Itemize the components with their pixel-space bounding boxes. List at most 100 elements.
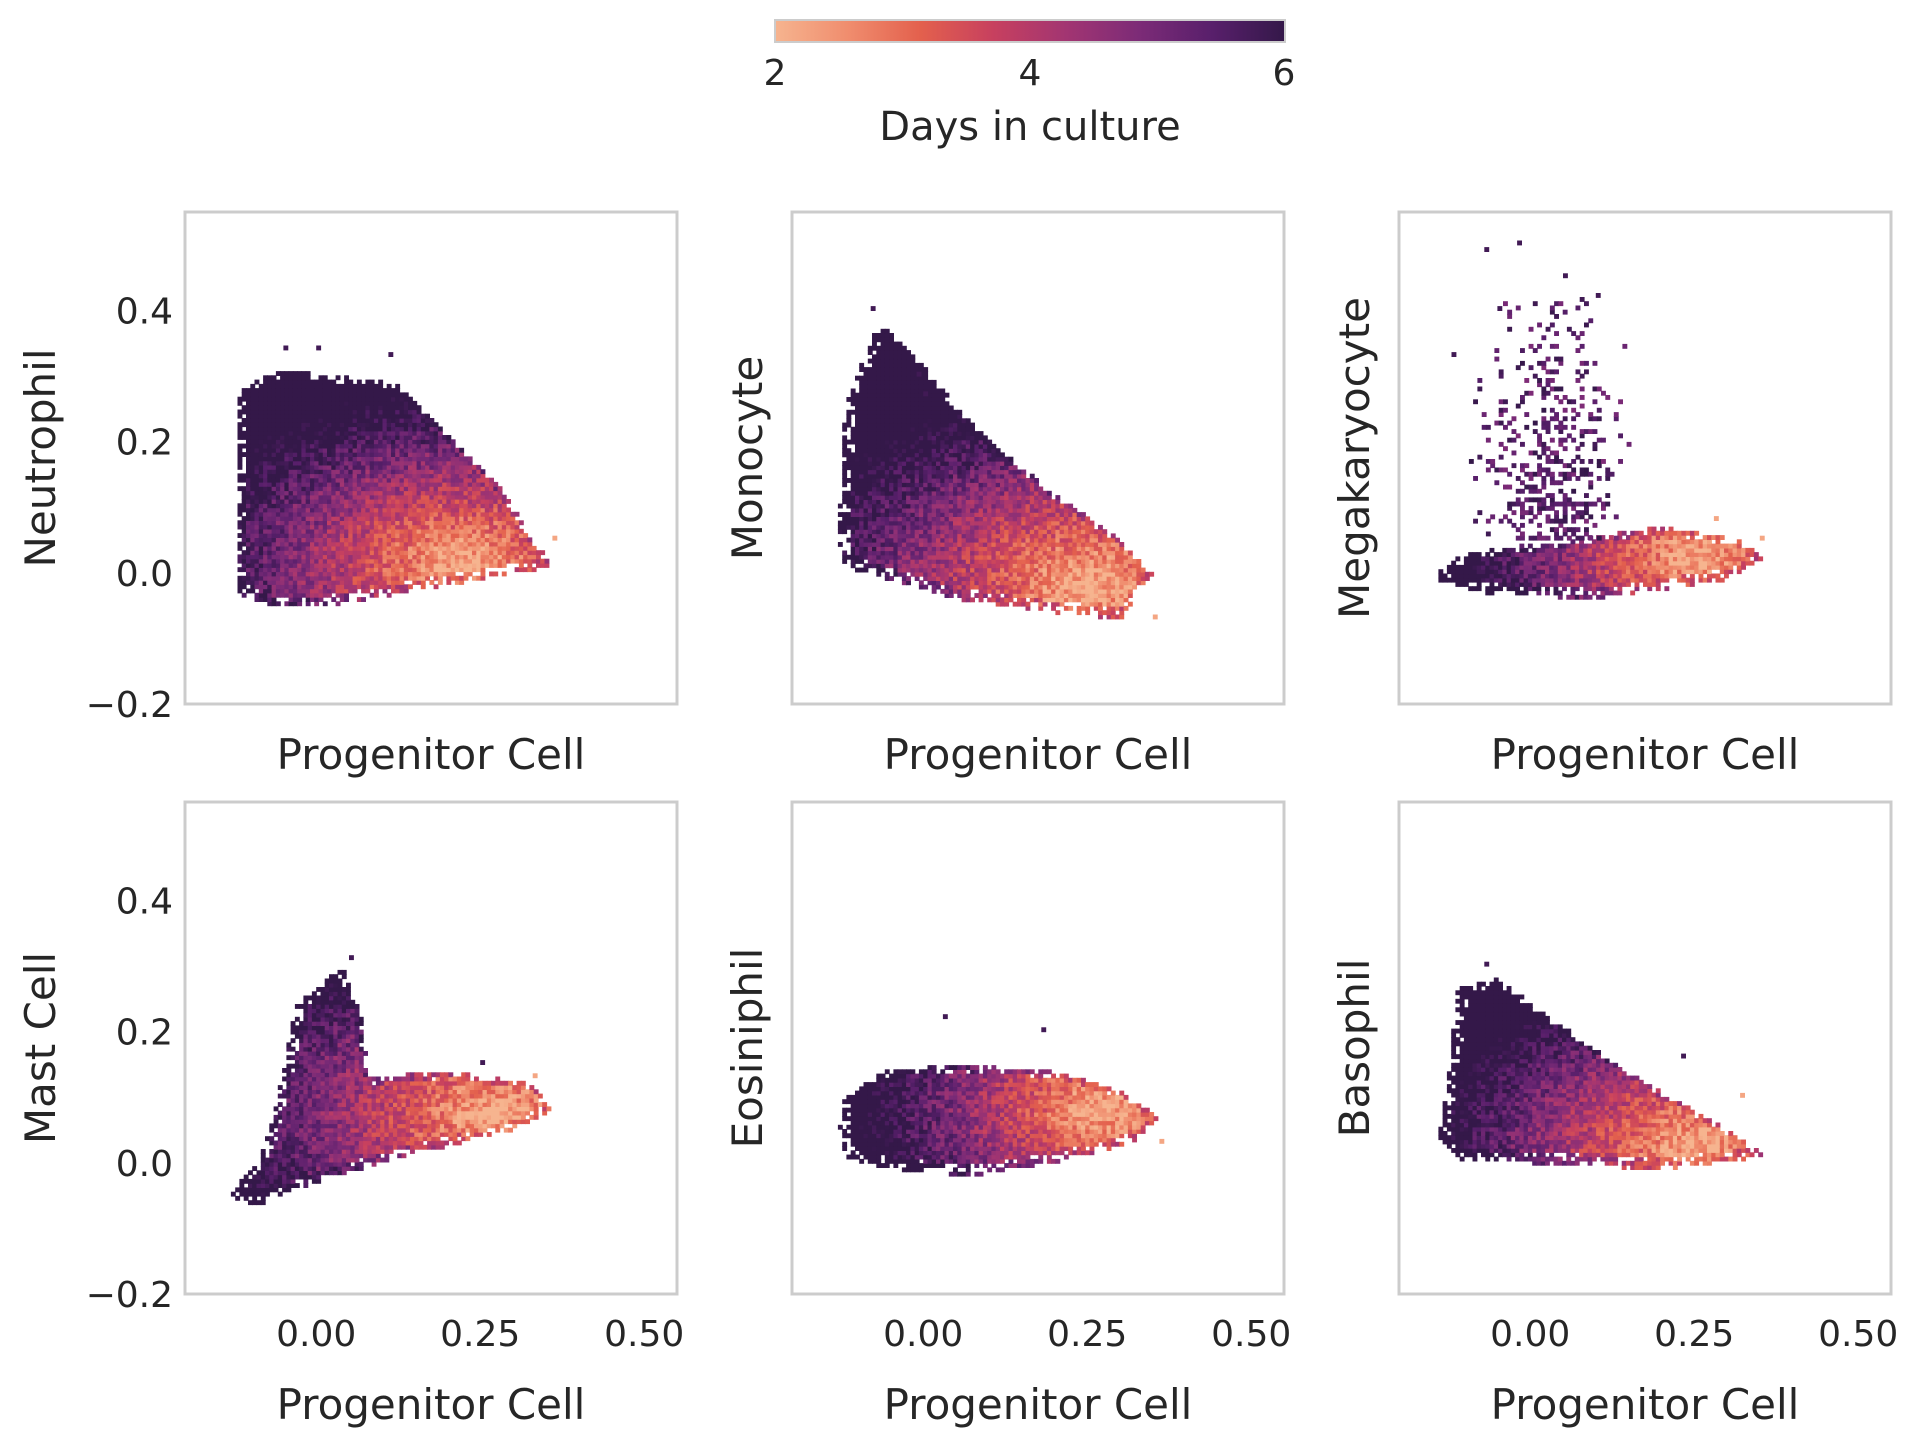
heatmap-bin <box>433 541 439 547</box>
heatmap-bin <box>497 507 503 513</box>
heatmap-bin <box>459 567 465 573</box>
heatmap-bin <box>961 516 967 522</box>
heatmap-bin <box>365 550 371 556</box>
heatmap-bin <box>378 452 384 457</box>
heatmap-bin <box>403 490 409 496</box>
heatmap-bin <box>501 507 507 513</box>
heatmap-bin <box>489 494 494 500</box>
heatmap-bin <box>995 597 1001 603</box>
heatmap-bin <box>910 401 916 407</box>
heatmap-bin <box>408 418 413 423</box>
heatmap-bin <box>416 443 422 449</box>
heatmap-bin <box>493 537 499 543</box>
heatmap-bin <box>1017 512 1022 517</box>
heatmap-bin <box>978 490 984 496</box>
heatmap-bin <box>1025 550 1031 556</box>
heatmap-bin <box>837 512 843 517</box>
heatmap-bin <box>1004 499 1010 505</box>
heatmap-bin <box>1063 597 1069 603</box>
heatmap-bin <box>876 537 882 543</box>
heatmap-bin <box>275 396 281 402</box>
heatmap-bin <box>1029 529 1035 535</box>
heatmap-bin <box>923 405 929 411</box>
heatmap-bin <box>995 465 1001 471</box>
heatmap-bin <box>893 384 899 390</box>
heatmap-bin <box>429 550 435 556</box>
heatmap-bin <box>1042 550 1048 556</box>
heatmap-bin <box>940 392 946 398</box>
heatmap-bin <box>356 563 362 568</box>
heatmap-bin <box>446 443 452 449</box>
heatmap-bin <box>420 511 426 517</box>
heatmap-bin <box>425 422 430 428</box>
heatmap-bin <box>327 499 332 504</box>
heatmap-bin <box>961 571 967 577</box>
heatmap-bin <box>459 503 465 509</box>
heatmap-bin <box>982 529 988 535</box>
heatmap-bin <box>361 550 366 556</box>
heatmap-bin <box>1012 542 1018 547</box>
heatmap-bin <box>953 452 958 458</box>
heatmap-bin <box>893 401 899 407</box>
heatmap-bin <box>331 430 337 436</box>
heatmap-bin <box>880 350 886 355</box>
heatmap-bin <box>292 588 298 594</box>
heatmap-bin <box>361 499 366 504</box>
heatmap-bin <box>953 507 958 513</box>
heatmap-bin <box>467 563 473 568</box>
heatmap-bin <box>356 379 362 385</box>
heatmap-bin <box>948 431 954 436</box>
heatmap-bin <box>361 426 366 432</box>
heatmap-bin <box>250 511 256 517</box>
heatmap-bin <box>1042 593 1048 598</box>
heatmap-bin <box>416 456 422 462</box>
heatmap-bin <box>250 503 256 509</box>
heatmap-bin <box>876 495 882 500</box>
heatmap-bin <box>914 401 920 407</box>
heatmap-bin <box>327 537 332 543</box>
heatmap-bin <box>846 554 852 560</box>
heatmap-bin <box>369 469 375 475</box>
heatmap-bin <box>267 575 273 581</box>
heatmap-bin <box>263 588 268 594</box>
heatmap-bin <box>280 464 285 470</box>
heatmap-bin <box>378 456 384 462</box>
heatmap-bin <box>386 550 392 556</box>
heatmap-bin <box>280 558 285 564</box>
heatmap-bin <box>322 533 328 538</box>
heatmap-bin <box>931 495 937 500</box>
heatmap-bin <box>463 567 469 573</box>
heatmap-bin <box>258 511 264 517</box>
heatmap-bin <box>995 550 1001 556</box>
heatmap-bin <box>344 418 349 423</box>
heatmap-bin <box>254 456 260 462</box>
heatmap-bin <box>523 554 529 560</box>
heatmap-bin <box>275 558 281 564</box>
heatmap-bin <box>263 422 268 428</box>
heatmap-bin <box>301 400 307 406</box>
heatmap-bin <box>331 511 337 517</box>
heatmap-bin <box>1008 461 1014 466</box>
heatmap-bin <box>310 550 315 556</box>
heatmap-bin <box>416 490 422 496</box>
heatmap-bin <box>403 588 409 594</box>
heatmap-bin <box>433 490 439 496</box>
heatmap-bin <box>936 422 941 428</box>
heatmap-bin <box>880 426 886 432</box>
heatmap-bin <box>420 580 426 585</box>
heatmap-bin <box>267 516 273 521</box>
heatmap-bin <box>1008 533 1014 539</box>
heatmap-bin <box>331 405 337 411</box>
heatmap-bin <box>322 601 328 607</box>
heatmap-bin <box>991 507 997 513</box>
heatmap-bin <box>863 554 869 560</box>
heatmap-bin <box>356 405 362 411</box>
heatmap-bin <box>399 396 405 402</box>
heatmap-bin <box>378 396 384 402</box>
heatmap-bin <box>399 443 405 449</box>
heatmap-bin <box>467 499 473 504</box>
heatmap-bin <box>850 512 856 517</box>
heatmap-bin <box>897 473 903 479</box>
heatmap-bin <box>1000 580 1005 586</box>
heatmap-bin <box>433 533 439 538</box>
